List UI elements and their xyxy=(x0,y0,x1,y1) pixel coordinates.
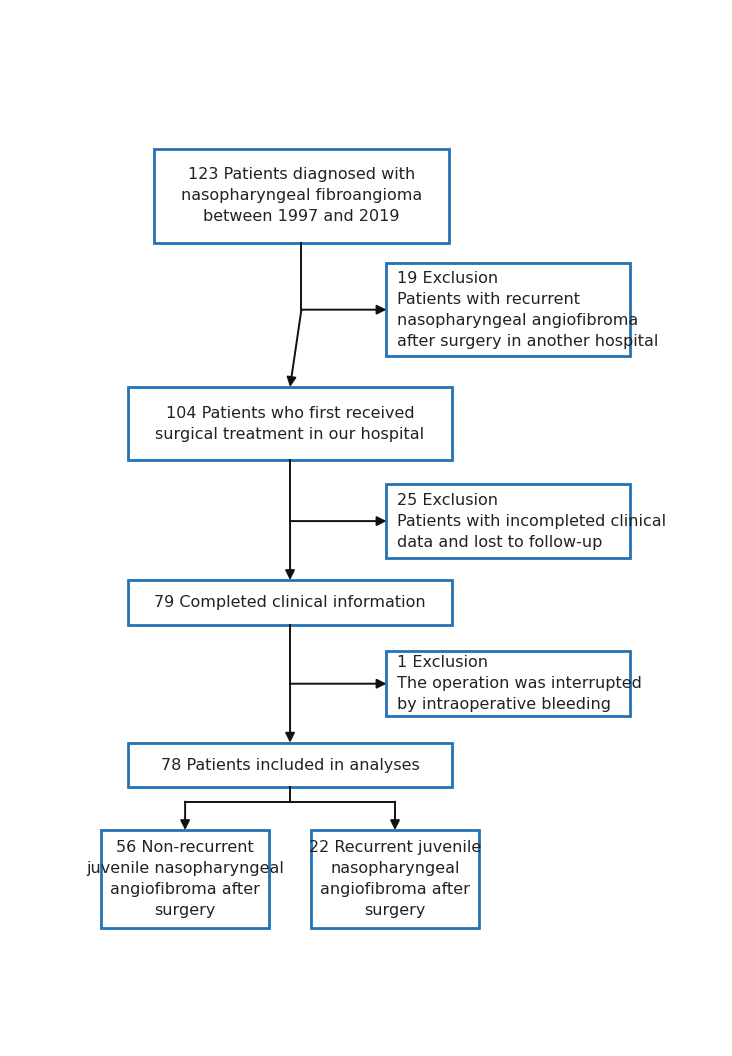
Text: 56 Non-recurrent
juvenile nasopharyngeal
angiofibroma after
surgery: 56 Non-recurrent juvenile nasopharyngeal… xyxy=(86,840,284,918)
FancyBboxPatch shape xyxy=(128,742,452,788)
FancyBboxPatch shape xyxy=(386,263,630,357)
FancyBboxPatch shape xyxy=(128,386,452,460)
Text: 22 Recurrent juvenile
nasopharyngeal
angiofibroma after
surgery: 22 Recurrent juvenile nasopharyngeal ang… xyxy=(309,840,481,918)
Text: 19 Exclusion
Patients with recurrent
nasopharyngeal angiofibroma
after surgery i: 19 Exclusion Patients with recurrent nas… xyxy=(397,270,658,348)
FancyBboxPatch shape xyxy=(386,485,630,558)
FancyBboxPatch shape xyxy=(128,580,452,625)
Text: 79 Completed clinical information: 79 Completed clinical information xyxy=(154,595,426,610)
FancyBboxPatch shape xyxy=(311,830,479,927)
FancyBboxPatch shape xyxy=(386,652,630,716)
Text: 25 Exclusion
Patients with incompleted clinical
data and lost to follow-up: 25 Exclusion Patients with incompleted c… xyxy=(397,492,666,549)
FancyBboxPatch shape xyxy=(154,149,449,243)
Text: 1 Exclusion
The operation was interrupted
by intraoperative bleeding: 1 Exclusion The operation was interrupte… xyxy=(397,655,641,712)
Text: 123 Patients diagnosed with
nasopharyngeal fibroangioma
between 1997 and 2019: 123 Patients diagnosed with nasopharynge… xyxy=(181,167,422,224)
Text: 104 Patients who first received
surgical treatment in our hospital: 104 Patients who first received surgical… xyxy=(155,406,425,441)
FancyBboxPatch shape xyxy=(102,830,269,927)
Text: 78 Patients included in analyses: 78 Patients included in analyses xyxy=(161,757,419,773)
